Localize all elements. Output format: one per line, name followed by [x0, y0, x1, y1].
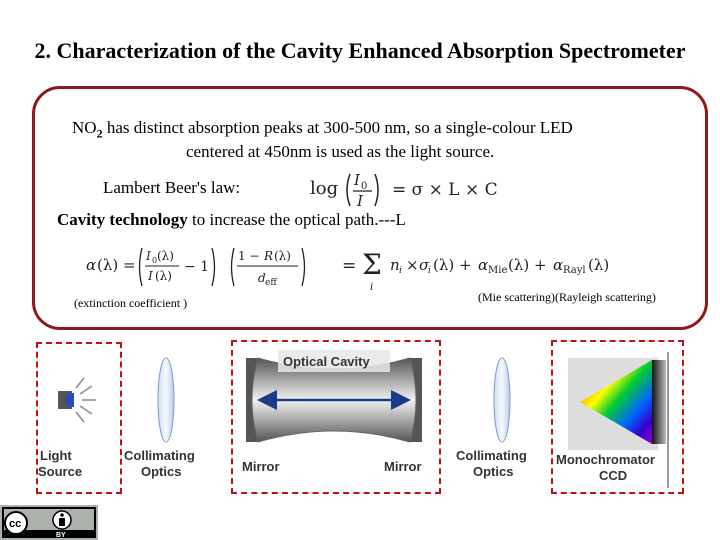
scattering-note: (Mie scattering)(Rayleigh scattering) [478, 290, 656, 304]
intro-line-1-text: has distinct absorption peaks at 300-500… [102, 118, 573, 137]
svg-text:(λ): (λ) [588, 256, 609, 274]
cc-by-license-badge: cc BY [0, 505, 98, 540]
cavity-technology-text: to increase the optical path.---L [187, 210, 406, 229]
svg-text:×: × [406, 256, 419, 274]
svg-text:=: = [342, 256, 356, 276]
by-label: BY [56, 532, 66, 539]
svg-text:Mie: Mie [488, 265, 507, 276]
light-source-label-2: Source [38, 464, 82, 479]
led-icon [58, 377, 96, 423]
intro-line-2: centered at 450nm is used as the light s… [186, 142, 495, 161]
svg-text:Rayl: Rayl [563, 265, 586, 276]
intro-line-1: NO2 has distinct absorption peaks at 300… [72, 118, 573, 141]
svg-text:1 −: 1 − [238, 249, 260, 263]
svg-text:α: α [86, 256, 96, 274]
svg-text:R: R [263, 249, 273, 263]
svg-text:log: log [310, 178, 338, 199]
svg-text:(λ): (λ) [157, 249, 174, 263]
extinction-note: (extinction coefficient ) [74, 296, 188, 310]
svg-text:α: α [478, 256, 488, 274]
collimating-label-left-1: Collimating [124, 448, 195, 463]
info-panel [32, 86, 708, 330]
no2-label: NO [72, 118, 97, 137]
svg-text:i: i [399, 266, 402, 276]
collimating-lens-right-icon [493, 357, 511, 443]
cc-label: cc [9, 518, 21, 530]
svg-text:0: 0 [361, 181, 367, 192]
optical-cavity-label: Optical Cavity [283, 354, 370, 369]
cavity-technology-bold: Cavity technology [57, 210, 188, 229]
svg-text:I: I [353, 171, 361, 189]
collimating-label-left-2: Optics [141, 464, 181, 479]
svg-text:I: I [147, 269, 153, 283]
svg-text:eff: eff [265, 278, 277, 288]
svg-text:α: α [553, 256, 563, 274]
svg-text:σ: σ [419, 256, 430, 274]
svg-text:= σ × L × C: = σ × L × C [392, 180, 498, 200]
svg-text:− 1: − 1 [184, 259, 209, 275]
mirror-label-left: Mirror [242, 459, 280, 474]
svg-text:(λ) =: (λ) = [97, 256, 136, 274]
monochromator-box [551, 340, 684, 494]
svg-text:I: I [356, 192, 364, 210]
svg-text:(λ) +: (λ) + [433, 256, 472, 274]
optical-cavity-icon [246, 350, 422, 443]
cavity-technology-line: Cavity technology to increase the optica… [57, 210, 406, 230]
collimating-label-right-1: Collimating [456, 448, 527, 463]
svg-text:i: i [428, 266, 431, 276]
light-source-label-1: Light [40, 448, 72, 463]
collimating-lens-left-icon [157, 357, 175, 443]
cavity-equation: α (λ) = I 0 (λ) I (λ) − 1 1 − R (λ) d ef… [86, 247, 609, 293]
svg-text:I: I [145, 249, 151, 263]
svg-text:n: n [390, 256, 400, 274]
slide-title: 2. Characterization of the Cavity Enhanc… [34, 38, 686, 63]
svg-text:d: d [258, 271, 266, 285]
cc-icon [4, 511, 28, 535]
mirror-label-right: Mirror [384, 459, 422, 474]
monochromator-label: Monochromator [556, 452, 655, 467]
svg-text:Σ: Σ [362, 248, 382, 281]
svg-text:0: 0 [152, 256, 157, 265]
svg-text:(λ) +: (λ) + [508, 256, 547, 274]
monochromator-ccd-icon [568, 352, 669, 488]
svg-text:(λ): (λ) [274, 249, 291, 263]
lambert-label: Lambert Beer's law: [103, 178, 241, 197]
light-source-box [36, 342, 122, 494]
no2-subscript: 2 [96, 126, 103, 141]
spectrometer-diagram: Light Source Collimating Optics Optical … [38, 350, 669, 488]
optical-cavity-box [231, 340, 441, 494]
svg-text:(λ): (λ) [155, 269, 172, 283]
svg-text:i: i [370, 282, 373, 293]
ccd-label: CCD [599, 468, 627, 483]
collimating-label-right-2: Optics [473, 464, 513, 479]
lambert-equation: log I 0 I = σ × L × C [310, 171, 498, 210]
